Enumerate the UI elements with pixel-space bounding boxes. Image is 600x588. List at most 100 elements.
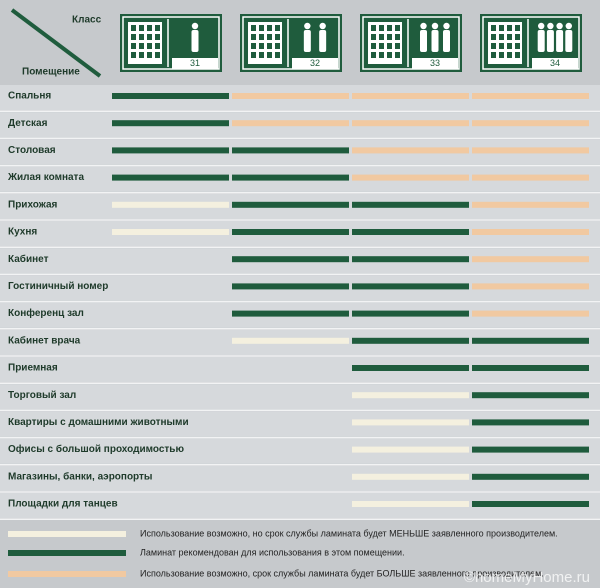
icon-window	[275, 25, 280, 31]
icon-person-head	[191, 22, 199, 30]
class-number: 34	[550, 58, 560, 68]
usage-bar	[352, 201, 469, 208]
icon-window	[491, 52, 496, 58]
icon-window	[379, 34, 384, 40]
icon-window	[395, 52, 400, 58]
icon-window	[387, 34, 392, 40]
usage-bar	[472, 310, 589, 317]
usage-bar	[352, 310, 469, 317]
usage-bar	[352, 365, 469, 371]
row-label: Кабинет	[8, 253, 49, 265]
usage-bar	[472, 201, 589, 208]
icon-person-head	[538, 22, 545, 30]
icon-person-head	[431, 22, 439, 30]
usage-bar	[232, 93, 349, 99]
icon-window	[395, 34, 400, 40]
icon-window	[371, 25, 376, 31]
icon-window	[267, 52, 272, 58]
class-number: 33	[430, 58, 440, 68]
usage-bar	[232, 120, 349, 127]
icon-window	[147, 43, 152, 49]
row-label: Столовая	[8, 145, 56, 156]
usage-bar	[352, 147, 469, 154]
usage-bar	[112, 120, 229, 127]
icon-window	[147, 25, 152, 31]
usage-bar	[352, 446, 469, 453]
legend-swatch	[8, 531, 126, 537]
icon-window	[491, 25, 496, 31]
icon-window	[499, 25, 504, 31]
row-label: Магазины, банки, аэропорты	[8, 470, 152, 482]
icon-window	[507, 25, 512, 31]
class-number-box	[412, 58, 458, 69]
legend-text: Использование возможно, срок службы лами…	[140, 568, 544, 578]
icon-person-head	[556, 22, 563, 30]
usage-bar	[472, 229, 589, 235]
icon-window	[139, 43, 144, 49]
icon-window	[395, 25, 400, 31]
icon-window	[251, 52, 256, 58]
usage-bar	[472, 419, 589, 426]
icon-person-body	[191, 30, 199, 52]
row-label: Офисы с большой проходимостью	[8, 443, 184, 455]
corner-diagonal	[10, 8, 102, 78]
usage-bar	[232, 337, 349, 344]
icon-window	[131, 43, 136, 49]
legend-swatch	[8, 550, 126, 556]
usage-bar	[472, 256, 589, 263]
icon-window	[515, 52, 520, 58]
icon-frame	[362, 16, 460, 70]
usage-bar	[352, 93, 469, 99]
watermark: ©homeMyHome.ru	[464, 569, 590, 586]
icon-window	[371, 34, 376, 40]
icon-person-body	[420, 30, 427, 52]
icon-window	[379, 52, 384, 58]
usage-bar	[352, 229, 469, 235]
icon-window	[275, 34, 280, 40]
icon-person-head	[547, 22, 554, 30]
icon-person-body	[537, 30, 545, 52]
class-number-box	[172, 58, 218, 69]
usage-bar	[352, 392, 469, 399]
usage-bar	[232, 147, 349, 154]
usage-bar	[352, 256, 469, 263]
usage-bar	[232, 201, 349, 208]
icon-window	[259, 25, 264, 31]
icon-window	[155, 43, 160, 49]
usage-bar	[472, 283, 589, 290]
usage-bar	[112, 93, 229, 99]
icon-window	[259, 34, 264, 40]
usage-bar	[232, 229, 349, 235]
legend-swatch	[8, 571, 126, 577]
row-label: Жилая комната	[7, 172, 84, 183]
usage-bar	[472, 365, 589, 371]
class-number: 32	[310, 58, 320, 68]
icon-frame	[242, 16, 340, 70]
usage-bar	[352, 419, 469, 426]
icon-window	[147, 34, 152, 40]
icon-window	[491, 34, 496, 40]
icon-window	[147, 52, 152, 58]
icon-window	[387, 43, 392, 49]
class-number-box	[532, 58, 578, 69]
icon-window	[259, 43, 264, 49]
usage-bar	[352, 337, 469, 344]
icon-window	[267, 43, 272, 49]
icon-window	[275, 52, 280, 58]
row-label: Кухня	[8, 227, 37, 238]
icon-person-body	[431, 30, 439, 52]
icon-window	[251, 43, 256, 49]
icon-window	[379, 43, 384, 49]
icon-person-body	[565, 30, 573, 52]
icon-window	[139, 25, 144, 31]
icon-window	[155, 34, 160, 40]
usage-bar	[112, 201, 229, 208]
usage-bar	[472, 446, 589, 453]
icon-person-body	[443, 30, 450, 52]
usage-bar	[472, 392, 589, 399]
usage-bar	[232, 310, 349, 317]
icon-window	[155, 52, 160, 58]
row-label: Гостиничный номер	[8, 281, 108, 292]
usage-bar	[232, 283, 349, 290]
row-label: Спальня	[8, 91, 51, 102]
